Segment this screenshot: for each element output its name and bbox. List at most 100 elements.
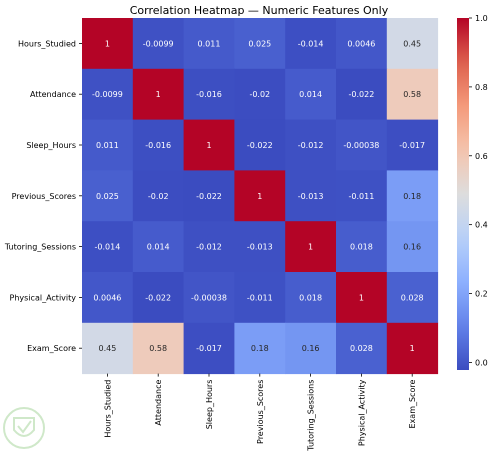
y-axis-labels: Hours_Studied Attendance Sleep_Hours Previo… — [4, 39, 82, 353]
heatmap-cell-4-4 — [285, 221, 337, 273]
heatmap-cell-5-1 — [132, 272, 185, 324]
cell-value-label-3-5: -0.011 — [349, 192, 375, 201]
cell-value-label-0-5: 0.0046 — [347, 39, 375, 48]
cell-value-label-3-2: -0.022 — [196, 192, 222, 201]
heatmap-cell-2-6 — [386, 119, 439, 171]
heatmap-cell-2-3 — [234, 119, 286, 171]
heatmap-cell-6-5 — [336, 322, 388, 375]
heatmap-cell-3-6 — [386, 170, 439, 222]
y-tick-label-6: Exam_Score — [27, 344, 76, 353]
heatmap-cell-3-2 — [183, 170, 235, 222]
heatmap-cell-4-3 — [234, 221, 286, 273]
cell-value-label-4-6: 0.16 — [403, 243, 421, 252]
cell-value-label-0-3: 0.025 — [248, 39, 271, 48]
cell-value-label-2-0: 0.011 — [96, 141, 119, 150]
heatmap-cell-4-1 — [132, 221, 185, 273]
chart-title: Correlation Heatmap — Numeric Features O… — [130, 4, 389, 17]
cell-value-label-4-0: -0.014 — [95, 243, 121, 252]
heatmap-cell-3-4 — [285, 170, 337, 222]
heatmap-cell-1-1 — [132, 68, 185, 121]
cell-value-label-6-2: -0.017 — [196, 344, 222, 353]
heatmap-cell-1-6 — [386, 68, 439, 121]
heatmap-cell-5-4 — [285, 272, 337, 324]
y-tick-label-0: Hours_Studied — [18, 39, 76, 48]
cell-value-label-0-1: -0.0099 — [143, 39, 174, 48]
heatmap-cell-1-3 — [234, 68, 286, 121]
cell-value-label-1-5: -0.022 — [349, 90, 375, 99]
cell-value-label-2-2: 1 — [206, 141, 211, 150]
cell-value-label-6-1: 0.58 — [149, 344, 167, 353]
cell-value-label-3-3: 1 — [257, 192, 262, 201]
y-tick-label-3: Previous_Scores — [12, 192, 76, 201]
heatmap-cell-2-2 — [183, 119, 235, 171]
heatmap-cell-4-6 — [386, 221, 439, 273]
cell-value-label-5-1: -0.022 — [145, 293, 171, 302]
logo-watermark — [3, 407, 45, 449]
heatmap-cell-2-5 — [336, 119, 388, 171]
cell-value-label-1-3: -0.02 — [249, 90, 270, 99]
heatmap-cell-1-4 — [285, 68, 337, 121]
y-tick-label-4: Tutoring_Sessions — [4, 243, 76, 252]
colorbar-tick-label-1: 0.2 — [475, 290, 488, 299]
heatmap-cell-5-2 — [183, 272, 235, 324]
heatmap-cell-6-2 — [183, 322, 235, 375]
heatmap-cell-5-6 — [386, 272, 439, 324]
heatmap-cell-0-1 — [132, 18, 185, 70]
heatmap-cell-3-3 — [234, 170, 286, 222]
colorbar-tick-label-4: 0.8 — [475, 83, 488, 92]
cell-value-label-5-0: 0.0046 — [93, 293, 121, 302]
heatmap-cell-0-2 — [183, 18, 235, 70]
heatmap-cell-1-0 — [82, 68, 134, 121]
cell-value-label-2-6: -0.017 — [399, 141, 425, 150]
y-tick-label-5: Physical_Activity — [10, 293, 77, 302]
cell-value-label-3-4: -0.013 — [298, 192, 324, 201]
cell-value-label-3-6: 0.18 — [403, 192, 421, 201]
x-tick-label-4: Tutoring_Sessions — [307, 380, 316, 452]
cell-value-label-4-4: 1 — [308, 243, 313, 252]
heatmap-cell-5-5 — [336, 272, 388, 324]
x-axis-labels: Hours_Studied Attendance Sleep_Hours Previo… — [103, 373, 417, 452]
cell-value-label-6-6: 1 — [410, 344, 415, 353]
cell-value-label-4-1: 0.014 — [147, 243, 170, 252]
heatmap-cell-6-0 — [82, 322, 134, 375]
heatmap-cell-2-1 — [132, 119, 185, 171]
cell-value-label-6-4: 0.16 — [302, 344, 320, 353]
cell-value-label-3-0: 0.025 — [96, 192, 119, 201]
heatmap-cell-4-2 — [183, 221, 235, 273]
heatmap-cell-3-1 — [132, 170, 185, 222]
heatmap-cell-1-2 — [183, 68, 235, 121]
cell-value-label-2-3: -0.022 — [247, 141, 273, 150]
x-tick-label-2: Sleep_Hours — [205, 380, 214, 430]
x-tick-label-3: Previous_Scores — [256, 380, 265, 444]
heatmap-cell-0-0 — [82, 18, 134, 70]
cell-value-label-2-1: -0.016 — [145, 141, 171, 150]
heatmap-cell-3-5 — [336, 170, 388, 222]
heatmap-cell-3-0 — [82, 170, 134, 222]
cell-value-label-6-0: 0.45 — [98, 344, 116, 353]
cell-value-label-1-1: 1 — [156, 90, 161, 99]
cell-value-label-1-2: -0.016 — [196, 90, 222, 99]
heatmap-cell-6-4 — [285, 322, 337, 375]
y-tick-label-2: Sleep_Hours — [26, 141, 76, 150]
heatmap-cell-4-5 — [336, 221, 388, 273]
cell-value-label-1-4: 0.014 — [299, 90, 322, 99]
heatmap-cell-4-0 — [82, 221, 134, 273]
cell-value-label-2-5: -0.00038 — [343, 141, 379, 150]
heatmap-cell-2-4 — [285, 119, 337, 171]
colorbar-gradient — [457, 18, 469, 370]
cell-value-label-5-6: 0.028 — [401, 293, 424, 302]
x-tick-label-1: Attendance — [154, 380, 163, 426]
cell-value-label-5-4: 0.018 — [299, 293, 322, 302]
cell-value-label-6-3: 0.18 — [251, 344, 269, 353]
cell-value-label-3-1: -0.02 — [148, 192, 169, 201]
cell-value-label-1-6: 0.58 — [403, 90, 421, 99]
cell-value-label-4-5: 0.018 — [350, 243, 373, 252]
cell-value-label-5-2: -0.00038 — [191, 293, 227, 302]
colorbar: 0.0 0.2 0.4 0.6 0.8 1.0 — [457, 14, 488, 370]
colorbar-tick-label-3: 0.6 — [475, 152, 488, 161]
x-tick-label-6: Exam_Score — [408, 380, 417, 429]
cell-value-label-2-4: -0.012 — [298, 141, 324, 150]
cell-value-label-5-5: 1 — [359, 293, 364, 302]
heatmap-cell-0-4 — [285, 18, 337, 70]
